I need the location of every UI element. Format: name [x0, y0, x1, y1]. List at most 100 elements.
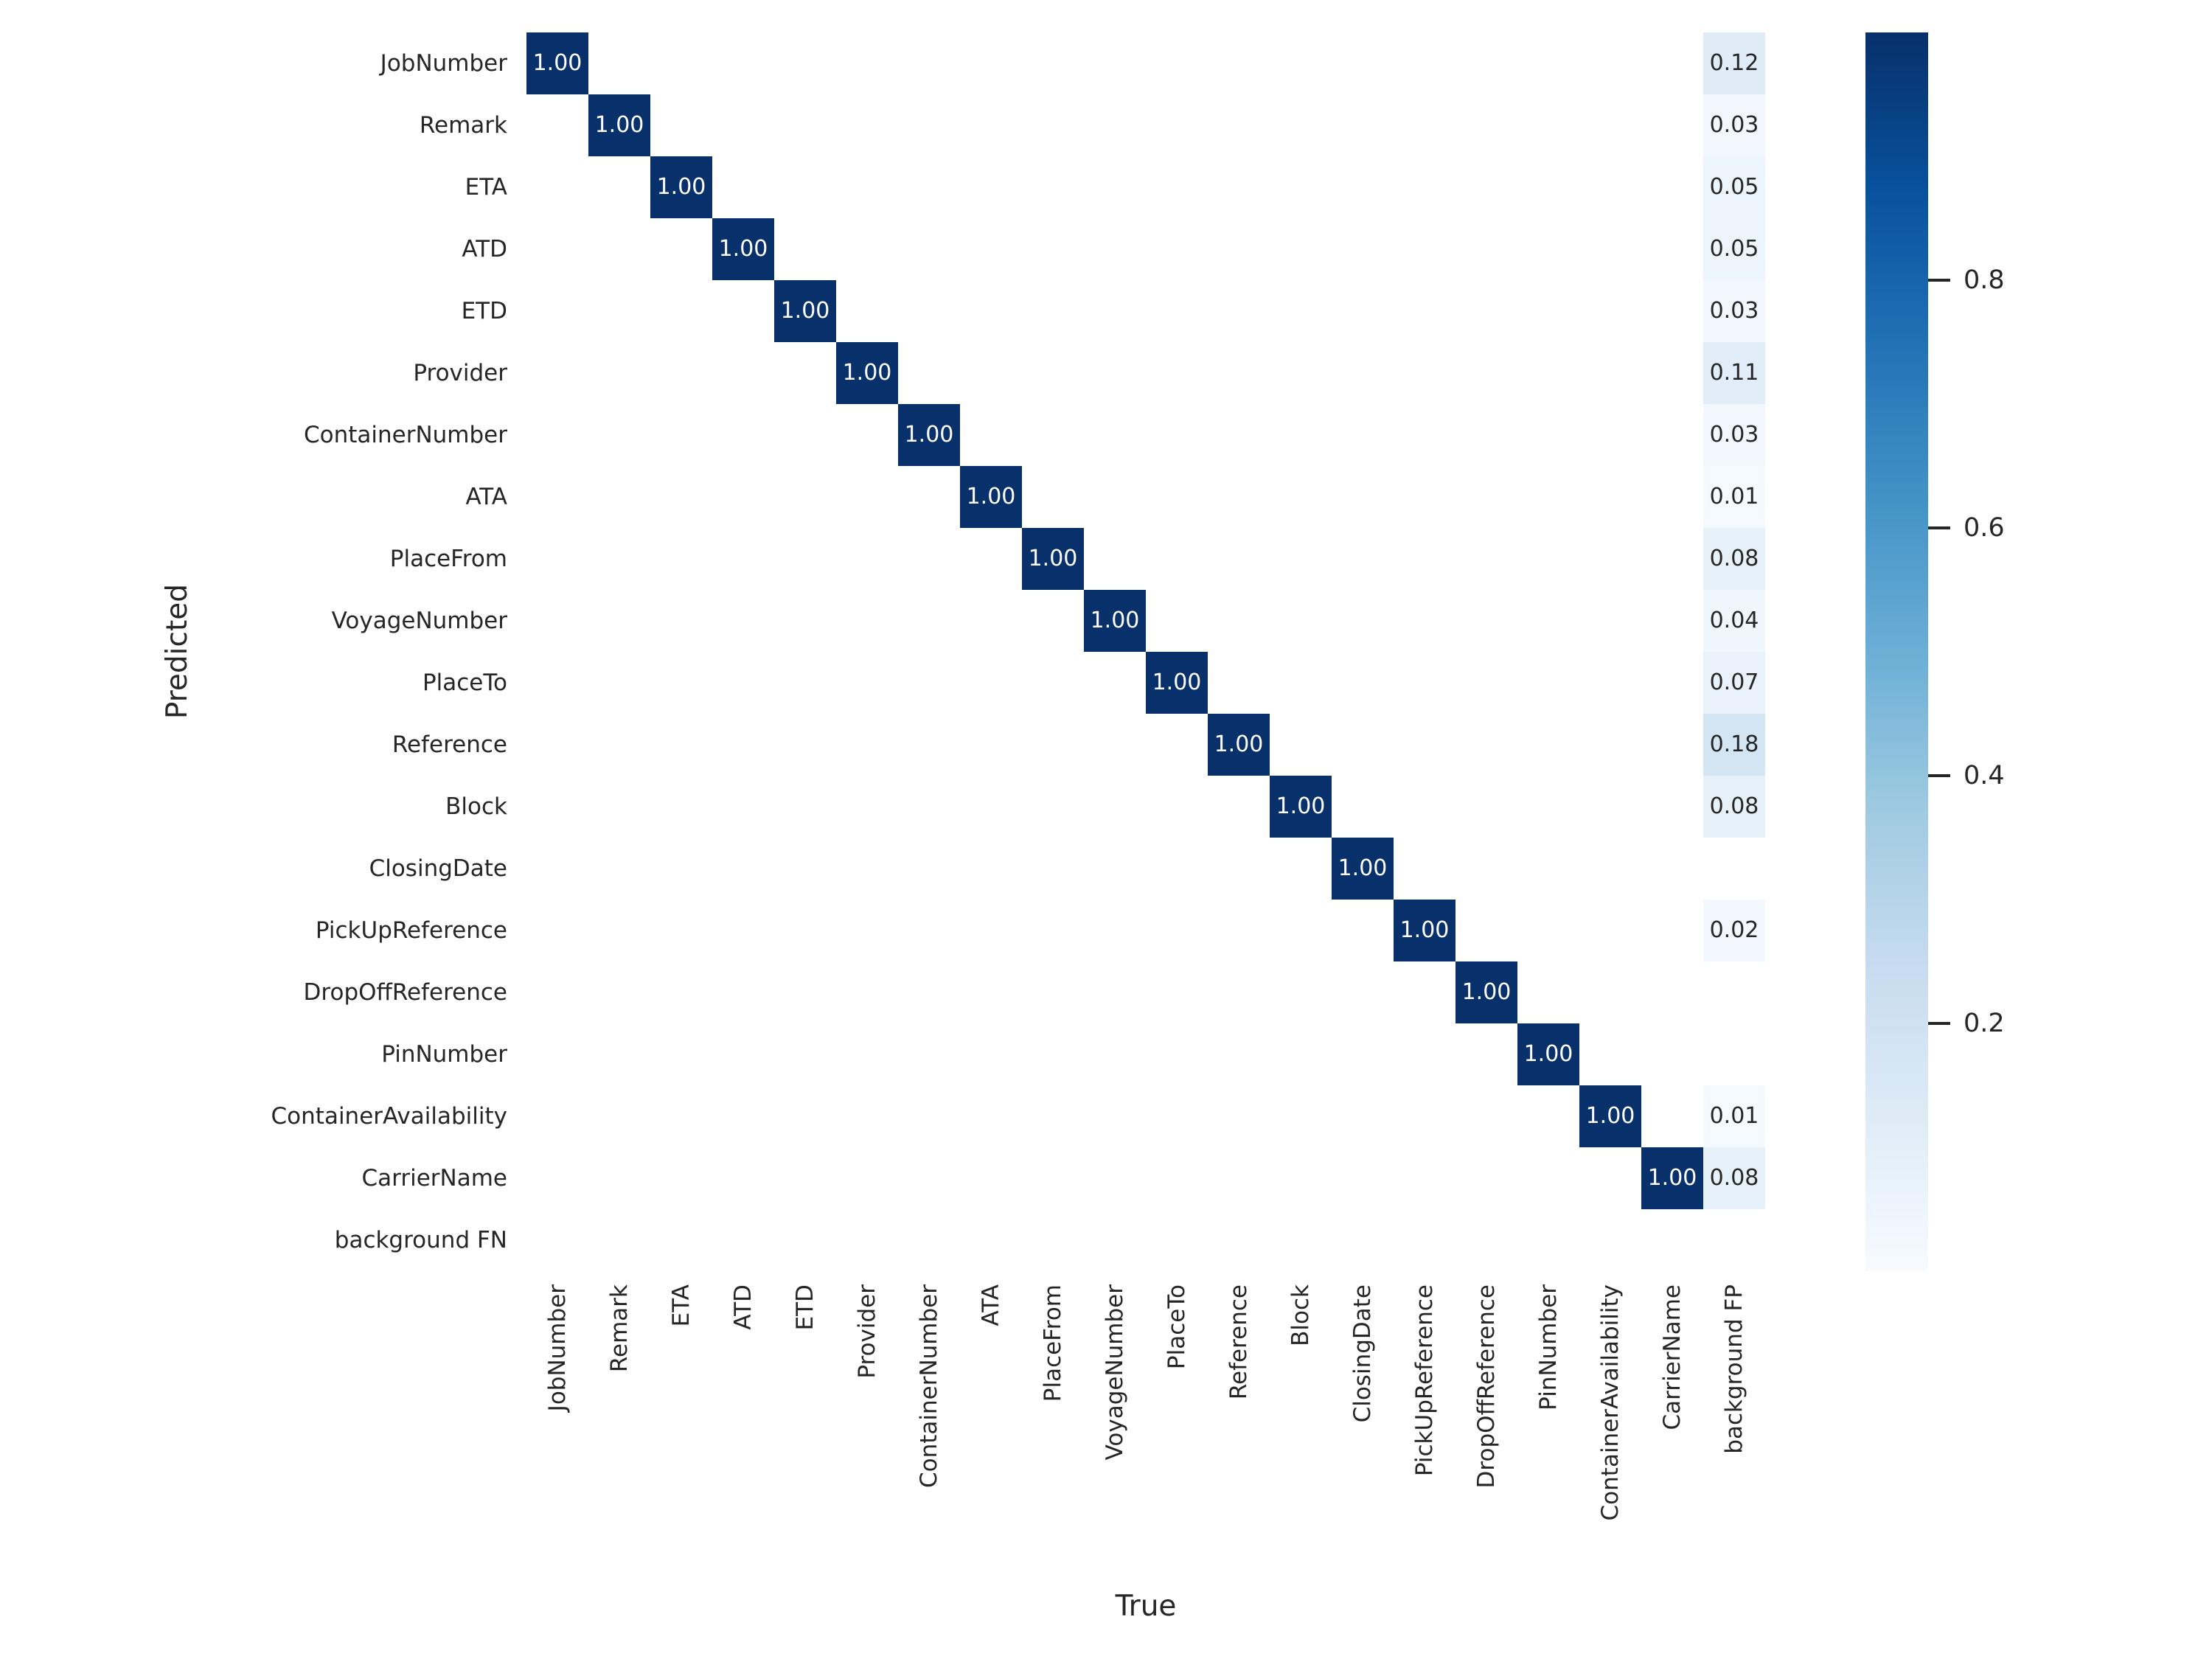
heatmap-cell	[588, 838, 650, 900]
y-tick-label: ClosingDate	[369, 855, 507, 882]
heatmap-cell	[898, 900, 960, 961]
heatmap-cell	[1332, 652, 1394, 714]
cell-annotation: 1.00	[594, 112, 644, 138]
heatmap-cell	[1270, 652, 1332, 714]
heatmap-cell	[836, 900, 898, 961]
heatmap-cell	[712, 1147, 774, 1209]
heatmap-cell	[1270, 528, 1332, 590]
heatmap-cell	[526, 838, 588, 900]
heatmap-cell: 1.00	[1332, 838, 1394, 900]
heatmap-cell	[1208, 466, 1270, 528]
heatmap-cell	[1517, 1085, 1579, 1147]
heatmap-cell	[526, 652, 588, 714]
heatmap-cell: 1.00	[774, 280, 836, 342]
heatmap-cell	[960, 218, 1022, 280]
heatmap-cell	[1332, 900, 1394, 961]
heatmap-cell: 0.02	[1703, 900, 1765, 961]
heatmap-cell	[1641, 94, 1703, 156]
cell-annotation: 0.08	[1709, 793, 1759, 819]
heatmap-cell	[1022, 32, 1084, 94]
heatmap-cell	[1270, 342, 1332, 404]
colorbar-tick-mark	[1928, 526, 1950, 529]
heatmap-cell	[1641, 280, 1703, 342]
heatmap-cell	[1455, 652, 1517, 714]
heatmap-cell	[960, 1085, 1022, 1147]
heatmap-cell	[1084, 94, 1146, 156]
heatmap-cell	[588, 218, 650, 280]
heatmap-cell	[1208, 1023, 1270, 1085]
heatmap-cell	[1084, 714, 1146, 776]
heatmap-cell	[1579, 94, 1641, 156]
heatmap-cell: 1.00	[1641, 1147, 1703, 1209]
heatmap-cell	[898, 1085, 960, 1147]
heatmap-cell	[1146, 32, 1208, 94]
heatmap-cell	[960, 590, 1022, 652]
heatmap-cell	[1022, 590, 1084, 652]
heatmap-cell	[1332, 32, 1394, 94]
cell-annotation: 0.01	[1709, 1103, 1759, 1129]
heatmap-cell	[960, 528, 1022, 590]
heatmap-cell	[1270, 280, 1332, 342]
heatmap-cell: 0.05	[1703, 218, 1765, 280]
heatmap-cell	[526, 280, 588, 342]
heatmap-cell: 1.00	[1146, 652, 1208, 714]
heatmap-cell	[1641, 156, 1703, 218]
heatmap-cell	[1517, 94, 1579, 156]
heatmap-cell	[1394, 528, 1455, 590]
heatmap-cell	[960, 342, 1022, 404]
cell-annotation: 1.00	[904, 422, 954, 448]
heatmap-cell	[588, 32, 650, 94]
heatmap-cell	[650, 652, 712, 714]
heatmap-cell: 1.00	[1270, 776, 1332, 838]
heatmap-cell	[1703, 1023, 1765, 1085]
x-axis-title-text: True	[1115, 1590, 1177, 1623]
heatmap-cell	[1579, 32, 1641, 94]
heatmap-cell	[774, 652, 836, 714]
heatmap-cell	[1146, 838, 1208, 900]
heatmap-cell	[712, 156, 774, 218]
cell-annotation: 0.11	[1709, 360, 1759, 386]
heatmap-cell	[1455, 838, 1517, 900]
heatmap-cell	[650, 714, 712, 776]
heatmap-cell	[1084, 900, 1146, 961]
heatmap-cell	[898, 94, 960, 156]
cell-annotation: 0.18	[1709, 731, 1759, 757]
heatmap-cell	[588, 776, 650, 838]
heatmap-cell	[1270, 404, 1332, 466]
heatmap-cell	[1208, 1147, 1270, 1209]
heatmap-cell	[836, 714, 898, 776]
heatmap-cell	[1394, 32, 1455, 94]
colorbar-tick-mark	[1928, 774, 1950, 777]
heatmap-cell	[1084, 342, 1146, 404]
cell-annotation: 1.00	[1028, 546, 1078, 571]
heatmap-cell	[712, 838, 774, 900]
heatmap-cell	[1641, 652, 1703, 714]
heatmap-cell	[1579, 1023, 1641, 1085]
heatmap-cell	[1455, 590, 1517, 652]
colorbar-tick-label: 0.6	[1964, 513, 2005, 543]
heatmap-cell	[526, 1023, 588, 1085]
heatmap-cell	[588, 466, 650, 528]
cell-annotation: 0.08	[1709, 546, 1759, 571]
heatmap-cell: 1.00	[1455, 961, 1517, 1023]
heatmap-cell	[526, 342, 588, 404]
heatmap-cell	[712, 528, 774, 590]
heatmap-cell	[1455, 1085, 1517, 1147]
heatmap-cell	[960, 1023, 1022, 1085]
cell-annotation: 0.03	[1709, 298, 1759, 324]
heatmap-cell	[1703, 1209, 1765, 1271]
cell-annotation: 1.00	[532, 50, 582, 76]
heatmap-cell	[1455, 156, 1517, 218]
heatmap-cell: 0.01	[1703, 1085, 1765, 1147]
heatmap-cell	[712, 961, 774, 1023]
heatmap-cell	[1394, 590, 1455, 652]
cell-annotation: 1.00	[1461, 979, 1512, 1005]
x-tick-label: PinNumber	[1535, 1284, 1562, 1411]
cell-annotation: 0.02	[1709, 917, 1759, 943]
heatmap-cell	[1332, 342, 1394, 404]
heatmap-cell	[1270, 32, 1332, 94]
heatmap-cell	[960, 961, 1022, 1023]
heatmap-cell	[774, 218, 836, 280]
heatmap-cell	[836, 776, 898, 838]
heatmap-cell	[1579, 714, 1641, 776]
